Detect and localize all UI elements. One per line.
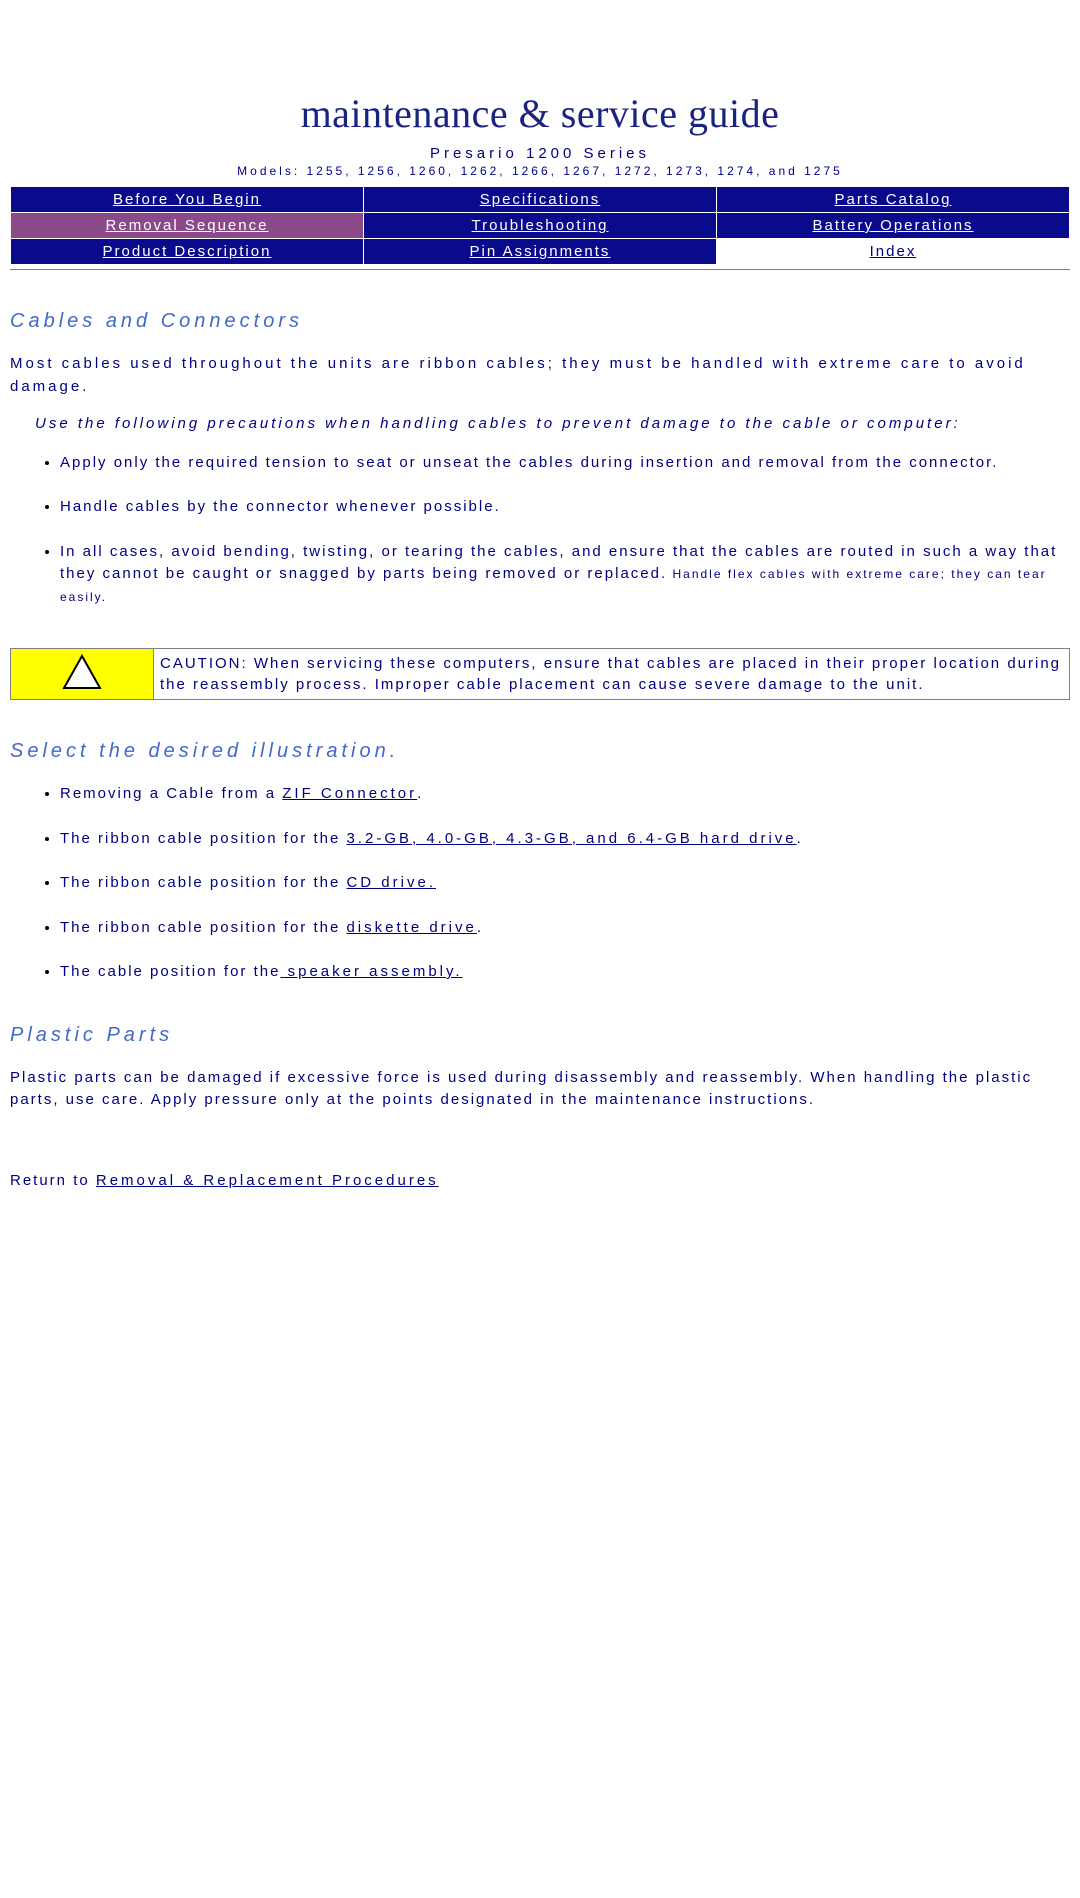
caution-text: CAUTION: When servicing these computers,… — [154, 649, 1070, 700]
list-item: The ribbon cable position for the 3.2-GB… — [60, 828, 1070, 851]
nav-parts-catalog[interactable]: Parts Catalog — [835, 191, 952, 208]
paragraph-precautions: Use the following precautions when handl… — [10, 413, 1070, 436]
nav-before-you-begin[interactable]: Before You Begin — [113, 191, 261, 208]
divider — [10, 269, 1070, 270]
nav-table: Before You Begin Specifications Parts Ca… — [10, 186, 1070, 265]
nav-removal-sequence[interactable]: Removal Sequence — [106, 217, 269, 234]
list-item: The ribbon cable position for the disket… — [60, 917, 1070, 940]
list-text: Removing a Cable from a — [60, 785, 282, 802]
list-text: The ribbon cable position for the — [60, 874, 346, 891]
nav-battery-operations[interactable]: Battery Operations — [812, 217, 973, 234]
nav-pin-assignments[interactable]: Pin Assignments — [470, 243, 611, 260]
list-item: Removing a Cable from a ZIF Connector. — [60, 783, 1070, 806]
list-item: In all cases, avoid bending, twisting, o… — [60, 541, 1070, 609]
return-line: Return to Removal & Replacement Procedur… — [10, 1172, 1070, 1189]
heading-plastic-parts: Plastic Parts — [10, 1024, 1070, 1047]
link-cd-drive[interactable]: CD drive. — [346, 874, 436, 891]
caution-icon-cell — [11, 649, 154, 700]
link-zif-connector[interactable]: ZIF Connector — [282, 785, 417, 802]
list-item: The cable position for the speaker assem… — [60, 961, 1070, 984]
warning-icon — [62, 654, 102, 690]
return-prefix: Return to — [10, 1172, 96, 1189]
nav-index[interactable]: Index — [870, 243, 917, 260]
list-item: The ribbon cable position for the CD dri… — [60, 872, 1070, 895]
illustration-list: Removing a Cable from a ZIF Connector. T… — [10, 783, 1070, 984]
page-title: maintenance & service guide — [10, 90, 1070, 137]
caution-box: CAUTION: When servicing these computers,… — [10, 648, 1070, 700]
nav-specifications[interactable]: Specifications — [480, 191, 601, 208]
list-text: The ribbon cable position for the — [60, 830, 346, 847]
link-hard-drive[interactable]: 3.2-GB, 4.0-GB, 4.3-GB, and 6.4-GB hard … — [346, 830, 796, 847]
link-speaker-assembly[interactable]: speaker assembly. — [280, 963, 462, 980]
paragraph-plastic: Plastic parts can be damaged if excessiv… — [10, 1067, 1070, 1112]
models-line: Models: 1255, 1256, 1260, 1262, 1266, 12… — [10, 164, 1070, 178]
link-diskette-drive[interactable]: diskette drive — [346, 919, 476, 936]
list-item: Handle cables by the connector whenever … — [60, 496, 1070, 519]
paragraph-intro: Most cables used throughout the units ar… — [10, 353, 1070, 398]
list-text: The cable position for the — [60, 963, 280, 980]
link-return[interactable]: Removal & Replacement Procedures — [96, 1172, 439, 1189]
list-text: The ribbon cable position for the — [60, 919, 346, 936]
series-subtitle: Presario 1200 Series — [10, 145, 1070, 162]
nav-troubleshooting[interactable]: Troubleshooting — [471, 217, 608, 234]
list-item: Apply only the required tension to seat … — [60, 452, 1070, 475]
precaution-list: Apply only the required tension to seat … — [10, 452, 1070, 609]
nav-product-description[interactable]: Product Description — [103, 243, 272, 260]
list-text: . — [797, 830, 803, 847]
list-text: . — [417, 785, 423, 802]
heading-select-illustration: Select the desired illustration. — [10, 740, 1070, 763]
list-text: . — [477, 919, 483, 936]
heading-cables-connectors: Cables and Connectors — [10, 310, 1070, 333]
